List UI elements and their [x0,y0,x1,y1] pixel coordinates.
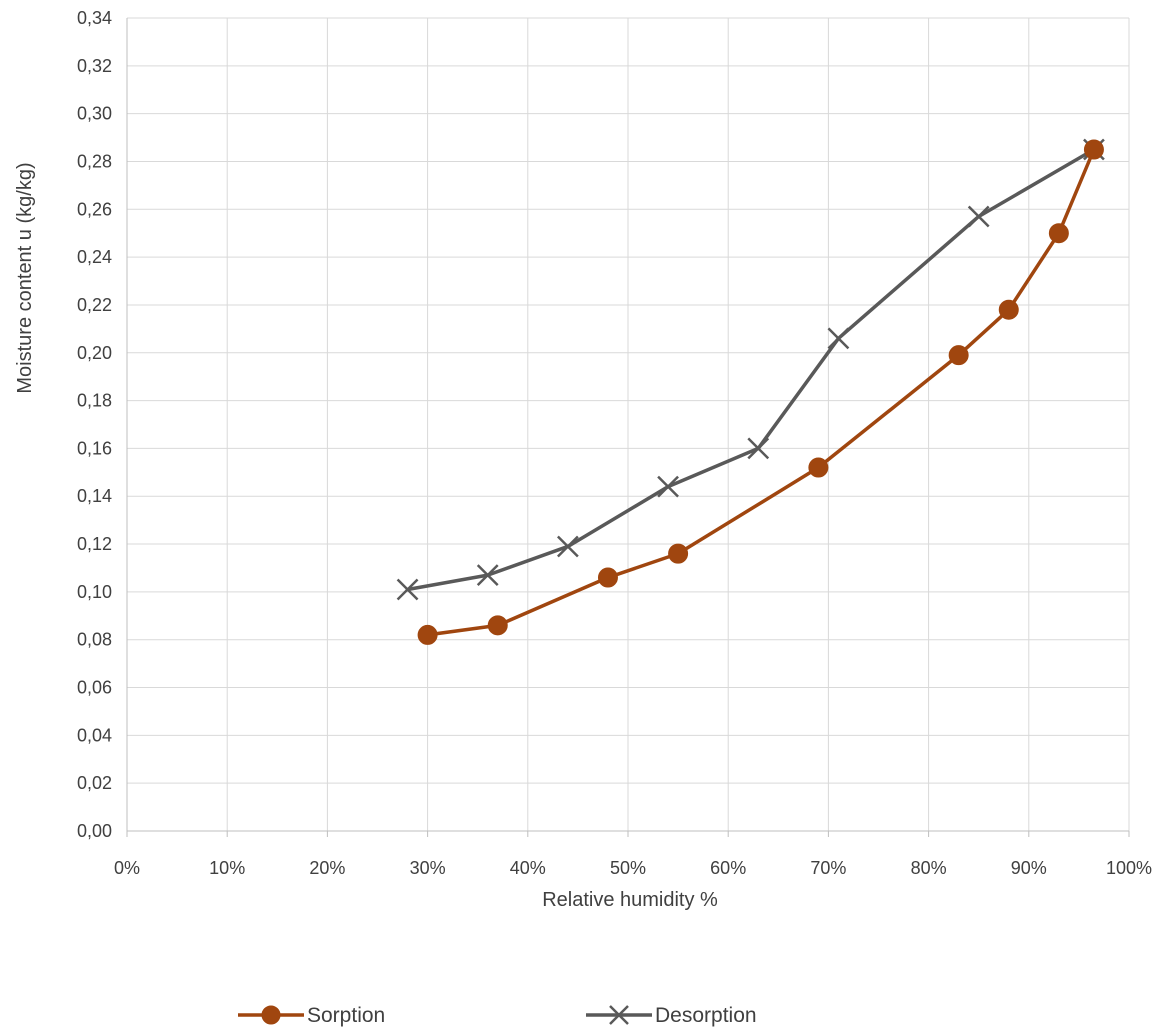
y-tick-label: 0,08 [77,630,112,650]
y-tick-label: 0,00 [77,821,112,841]
grid [127,17,1130,831]
y-tick-label: 0,28 [77,151,112,171]
x-tick-labels: 0% 10% 20% 30% 40% 50% 60% 70% 80% 90% 100% [114,858,1152,878]
x-tick-label: 40% [510,858,546,878]
series [396,138,1105,645]
data-point-sorption [487,615,508,636]
y-tick-label: 0,24 [77,247,112,267]
data-point-sorption [998,299,1019,320]
data-point-sorption [668,543,689,564]
data-point-sorption [948,345,969,366]
legend-marker-desorption [609,1005,629,1025]
x-tick-label: 80% [911,858,947,878]
data-point-sorption [1048,223,1069,244]
data-point-sorption [417,624,438,645]
y-tick-label: 0,14 [77,486,112,506]
x-axis-title: Relative humidity % [542,889,718,911]
x-tick-label: 20% [309,858,345,878]
legend-item-sorption: Sorption [238,1004,385,1027]
data-point-sorption [597,567,618,588]
x-tick-label: 10% [209,858,245,878]
y-tick-label: 0,34 [77,8,112,28]
y-tick-label: 0,30 [77,104,112,124]
x-tick-label: 100% [1106,858,1152,878]
y-tick-label: 0,06 [77,678,112,698]
y-tick-label: 0,04 [77,725,112,745]
y-tick-label: 0,02 [77,773,112,793]
legend: Sorption Desorption [238,1004,757,1027]
x-tick-label: 60% [710,858,746,878]
x-tick-label: 50% [610,858,646,878]
legend-item-desorption: Desorption [586,1004,757,1027]
y-tick-label: 0,10 [77,582,112,602]
data-point-desorption [476,564,499,587]
data-point-desorption [967,205,990,228]
y-tick-label: 0,20 [77,343,112,363]
legend-label-sorption: Sorption [307,1004,385,1027]
series-sorption [417,139,1104,645]
series-desorption [396,138,1105,601]
x-tick-label: 90% [1011,858,1047,878]
y-tick-label: 0,18 [77,391,112,411]
y-axis-title: Moisture content u (kg/kg) [14,162,36,393]
data-point-desorption [396,578,419,601]
x-tick-label: 70% [810,858,846,878]
series-line-desorption [405,147,1096,592]
legend-label-desorption: Desorption [655,1004,757,1027]
data-point-desorption [657,475,679,498]
data-point-sorption [1083,139,1104,160]
y-tick-labels: 0,00 0,02 0,04 0,06 0,08 0,10 0,12 0,14 0,16 0,18… [77,8,112,841]
axes [126,18,1130,837]
legend-marker-sorption [261,1005,281,1025]
data-point-desorption [556,535,579,558]
y-tick-label: 0,26 [77,199,112,219]
data-point-desorption [827,327,850,350]
data-point-sorption [808,457,829,478]
y-tick-label: 0,16 [77,438,112,458]
x-tick-label: 30% [410,858,446,878]
y-tick-label: 0,12 [77,534,112,554]
y-tick-label: 0,22 [77,295,112,315]
y-tick-label: 0,32 [77,56,112,76]
x-tick-label: 0% [114,858,140,878]
data-point-desorption [747,437,770,460]
